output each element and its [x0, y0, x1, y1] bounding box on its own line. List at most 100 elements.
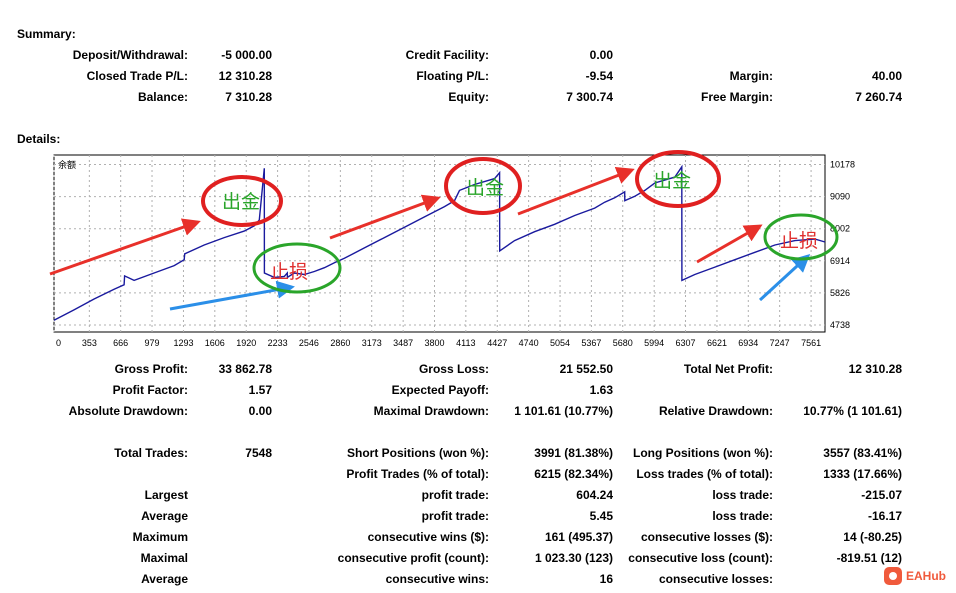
margin-value: 40.00: [871, 69, 902, 83]
net-profit-label: Total Net Profit:: [683, 362, 773, 376]
x-tick-label: 6307: [676, 338, 696, 348]
maximal-profit-value: 1 023.30 (123): [534, 551, 613, 565]
average2-label: Average: [141, 572, 188, 586]
free-margin-label: Free Margin:: [700, 90, 773, 104]
gross-loss-label: Gross Loss:: [418, 362, 489, 376]
credit-value: 0.00: [589, 48, 613, 62]
largest-loss-label: loss trade:: [712, 488, 773, 502]
x-tick-label: 5367: [581, 338, 601, 348]
short-positions-label: Short Positions (won %):: [347, 446, 489, 460]
maximal-label: Maximal: [140, 551, 188, 565]
x-tick-label: 353: [82, 338, 97, 348]
y-tick-label: 9090: [830, 192, 850, 202]
max-cons-wins-value: 161 (495.37): [544, 530, 613, 544]
long-positions-value: 3557 (83.41%): [823, 446, 902, 460]
short-positions-value: 3991 (81.38%): [534, 446, 613, 460]
balance-line: [53, 164, 826, 321]
withdraw-circle-1: [201, 175, 283, 227]
avg-cons-wins-value: 16: [599, 572, 613, 586]
x-tick-label: 2860: [330, 338, 350, 348]
largest-loss-value: -215.07: [861, 488, 902, 502]
withdraw-text-2: 出金: [466, 177, 504, 199]
net-profit-value: 12 310.28: [848, 362, 902, 376]
expected-payoff-label: Expected Payoff:: [391, 383, 489, 397]
x-tick-label: 5680: [613, 338, 633, 348]
deposit-value: -5 000.00: [221, 48, 272, 62]
x-tick-label: 4113: [456, 338, 475, 348]
profit-trades-value: 6215 (82.34%): [534, 467, 613, 481]
watermark-logo-icon: [884, 567, 902, 585]
largest-profit-label: profit trade:: [421, 488, 489, 502]
x-tick-label: 5054: [550, 338, 570, 348]
total-trades-value: 7548: [245, 446, 272, 460]
total-trades-label: Total Trades:: [114, 446, 188, 460]
rel-drawdown-label: Relative Drawdown:: [658, 404, 773, 418]
gross-loss-value: 21 552.50: [559, 362, 613, 376]
floating-pl-value: -9.54: [585, 69, 613, 83]
equity-value: 7 300.74: [566, 90, 613, 104]
withdraw-text-3: 出金: [653, 170, 691, 192]
balance-chart: 余额 10178 9090 8002 6914 5826 4738 0 353 666 979 1…: [49, 150, 855, 348]
x-tick-label: 6621: [707, 338, 727, 348]
largest-label: Largest: [144, 488, 188, 502]
free-margin-value: 7 260.74: [855, 90, 902, 104]
deposit-label: Deposit/Withdrawal:: [72, 48, 188, 62]
margin-label: Margin:: [729, 69, 773, 83]
average-profit-value: 5.45: [589, 509, 613, 523]
max-drawdown-label: Maximal Drawdown:: [373, 404, 489, 418]
details-title: Details:: [17, 132, 61, 146]
avg-cons-wins-label: consecutive wins:: [385, 572, 489, 586]
red-arrow-1: [49, 218, 201, 276]
y-tick-label: 8002: [830, 224, 850, 234]
blue-arrow-1: [169, 280, 295, 311]
plot-area: [53, 154, 826, 333]
x-tick-label: 979: [145, 338, 160, 348]
profit-factor-value: 1.57: [248, 383, 272, 397]
stoploss-circle-2: [763, 213, 839, 261]
watermark: EAHub: [884, 566, 946, 586]
stoploss-circle-1: [252, 242, 342, 294]
expected-payoff-value: 1.63: [589, 383, 613, 397]
x-tick-label: 2546: [299, 338, 319, 348]
max-cons-losses-value: 14 (-80.25): [843, 530, 902, 544]
equity-label: Equity:: [448, 90, 489, 104]
x-tick-label: 7247: [770, 338, 790, 348]
chart-title: 余额: [58, 159, 76, 170]
max-cons-wins-label: consecutive wins ($):: [367, 530, 489, 544]
x-tick-label: 5994: [644, 338, 664, 348]
closed-pl-label: Closed Trade P/L:: [86, 69, 188, 83]
long-positions-label: Long Positions (won %):: [633, 446, 773, 460]
x-tick-label: 1293: [173, 338, 193, 348]
withdraw-text-1: 出金: [222, 191, 260, 213]
closed-pl-value: 12 310.28: [218, 69, 272, 83]
balance-label: Balance:: [137, 90, 188, 104]
x-tick-label: 1606: [205, 338, 225, 348]
rel-drawdown-value: 10.77% (1 101.61): [803, 404, 902, 418]
average-loss-value: -16.17: [867, 509, 902, 523]
x-tick-label: 0: [56, 338, 61, 348]
avg-cons-losses-label: consecutive losses:: [658, 572, 773, 586]
x-tick-label: 7561: [801, 338, 821, 348]
average-profit-label: profit trade:: [421, 509, 489, 523]
red-arrow-3: [517, 167, 635, 216]
red-arrow-4: [696, 224, 763, 264]
abs-drawdown-value: 0.00: [248, 404, 272, 418]
floating-pl-label: Floating P/L:: [416, 69, 489, 83]
loss-trades-label: Loss trades (% of total):: [636, 467, 773, 481]
gross-profit-label: Gross Profit:: [114, 362, 188, 376]
max-drawdown-value: 1 101.61 (10.77%): [514, 404, 613, 418]
abs-drawdown-label: Absolute Drawdown:: [68, 404, 188, 418]
x-tick-label: 3173: [362, 338, 382, 348]
y-tick-label: 6914: [830, 256, 850, 266]
withdraw-circle-2: [444, 157, 522, 215]
watermark-text: EAHub: [906, 569, 946, 583]
withdraw-circle-3: [635, 150, 721, 208]
balance-value: 7 310.28: [225, 90, 272, 104]
average-label: Average: [141, 509, 188, 523]
x-tick-label: 4740: [519, 338, 539, 348]
x-tick-label: 666: [113, 338, 128, 348]
loss-trades-value: 1333 (17.66%): [823, 467, 902, 481]
y-tick-label: 4738: [830, 320, 850, 330]
maximum-label: Maximum: [132, 530, 188, 544]
x-tick-label: 3487: [393, 338, 413, 348]
